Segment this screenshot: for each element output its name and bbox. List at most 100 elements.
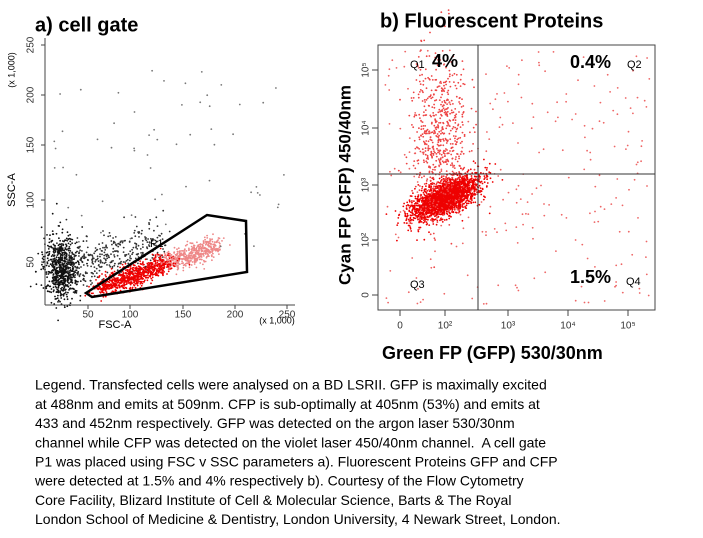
event-dot bbox=[105, 253, 107, 256]
event-dot bbox=[202, 255, 205, 257]
event-dot bbox=[93, 270, 96, 273]
event-dot bbox=[57, 256, 60, 259]
event-dot bbox=[188, 266, 191, 269]
event-dot bbox=[81, 250, 83, 252]
event-dot bbox=[435, 200, 438, 203]
event-dot bbox=[447, 9, 450, 12]
event-dot bbox=[453, 72, 456, 75]
event-dot bbox=[436, 221, 439, 224]
event-dot bbox=[446, 198, 448, 201]
event-dot bbox=[163, 263, 166, 266]
event-dot bbox=[153, 259, 156, 261]
event-dot bbox=[99, 291, 102, 294]
event-dot bbox=[464, 191, 467, 194]
event-dot bbox=[450, 99, 453, 102]
event-dot bbox=[447, 205, 450, 208]
event-dot bbox=[48, 253, 50, 256]
event-dot bbox=[57, 247, 59, 250]
event-dot bbox=[155, 270, 158, 273]
event-dot bbox=[421, 211, 424, 214]
event-dot bbox=[82, 264, 85, 266]
event-dot bbox=[471, 188, 473, 190]
event-dot bbox=[122, 240, 124, 243]
event-dot bbox=[162, 248, 164, 250]
event-dot bbox=[434, 52, 437, 54]
event-dot bbox=[96, 257, 99, 260]
event-dot bbox=[117, 91, 120, 94]
event-dot bbox=[483, 181, 486, 184]
event-dot bbox=[66, 280, 69, 283]
event-dot bbox=[93, 275, 96, 278]
event-dot bbox=[443, 84, 445, 87]
event-dot bbox=[462, 175, 464, 178]
event-dot bbox=[152, 238, 154, 240]
event-dot bbox=[439, 158, 442, 161]
event-dot bbox=[67, 234, 70, 237]
event-dot bbox=[461, 191, 464, 193]
event-dot bbox=[63, 251, 66, 254]
event-dot bbox=[438, 211, 441, 214]
event-dot bbox=[443, 186, 445, 189]
event-dot bbox=[411, 201, 413, 204]
event-dot bbox=[133, 284, 136, 287]
event-dot bbox=[164, 254, 166, 257]
event-dot bbox=[486, 178, 488, 181]
event-dot bbox=[136, 279, 139, 281]
event-dot bbox=[75, 283, 78, 286]
event-dot bbox=[435, 120, 438, 123]
event-dot bbox=[150, 261, 153, 264]
event-dot bbox=[455, 193, 458, 196]
event-dot bbox=[175, 143, 178, 146]
event-dot bbox=[159, 257, 161, 260]
event-dot bbox=[463, 135, 466, 138]
event-dot bbox=[434, 190, 437, 193]
event-dot bbox=[154, 262, 157, 265]
event-dot bbox=[82, 284, 85, 286]
event-dot bbox=[152, 258, 155, 261]
event-dot bbox=[417, 211, 420, 214]
event-dot bbox=[74, 251, 77, 254]
event-dot bbox=[204, 243, 207, 246]
event-dot bbox=[121, 241, 124, 244]
event-dot bbox=[48, 285, 51, 288]
event-dot bbox=[148, 265, 151, 267]
event-dot bbox=[195, 266, 198, 269]
event-dot bbox=[198, 255, 201, 258]
event-dot bbox=[91, 258, 94, 261]
event-dot bbox=[55, 307, 58, 309]
event-dot bbox=[55, 256, 58, 259]
event-dot bbox=[40, 226, 43, 229]
event-dot bbox=[146, 262, 149, 265]
event-dot bbox=[81, 226, 84, 228]
event-dot bbox=[440, 170, 443, 172]
event-dot bbox=[188, 261, 191, 264]
event-dot bbox=[449, 201, 452, 203]
event-dot bbox=[283, 174, 285, 176]
event-dot bbox=[128, 259, 131, 262]
event-dot bbox=[101, 261, 104, 264]
event-dot bbox=[181, 260, 184, 263]
event-dot bbox=[79, 295, 82, 297]
event-dot bbox=[449, 73, 451, 76]
event-dot bbox=[156, 261, 159, 264]
event-dot bbox=[444, 199, 446, 201]
event-dot bbox=[443, 207, 446, 210]
event-dot bbox=[122, 272, 125, 274]
event-dot bbox=[159, 268, 161, 271]
event-dot bbox=[45, 251, 48, 254]
event-dot bbox=[154, 255, 157, 258]
event-dot bbox=[426, 204, 429, 207]
event-dot bbox=[425, 191, 427, 194]
event-dot bbox=[446, 124, 448, 127]
event-dot bbox=[55, 202, 58, 205]
event-dot bbox=[466, 202, 468, 205]
event-dot bbox=[180, 258, 183, 260]
event-dot bbox=[425, 55, 428, 58]
event-dot bbox=[69, 302, 72, 304]
event-dot bbox=[428, 55, 431, 57]
event-dot bbox=[68, 276, 71, 279]
event-dot bbox=[104, 249, 107, 251]
event-dot bbox=[474, 162, 477, 164]
event-dot bbox=[102, 287, 105, 289]
event-dot bbox=[452, 204, 455, 207]
